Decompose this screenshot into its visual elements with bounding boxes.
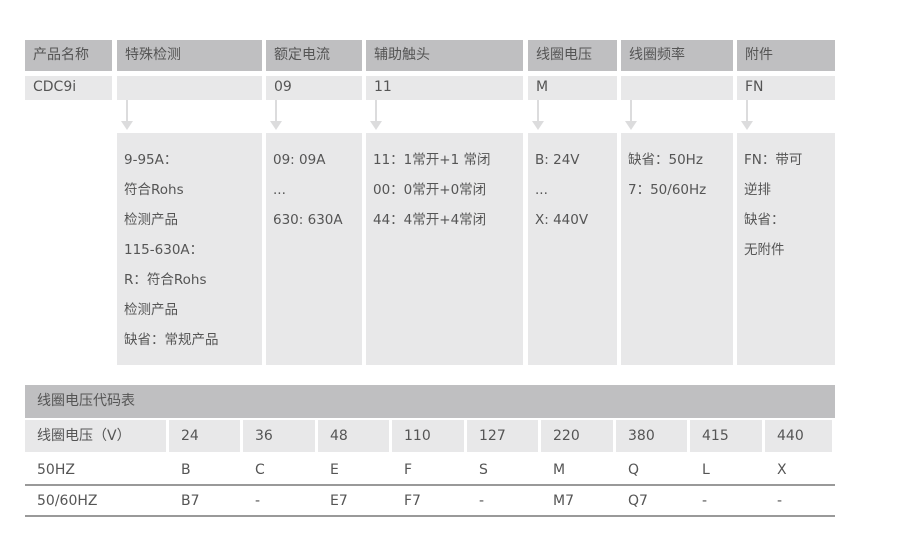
coil-table-header-cell: 220 [541,420,613,452]
column-header: 辅助触头 [366,40,523,71]
arrow-down-icon [370,100,382,130]
coil-table-cell: X [777,462,787,478]
coil-table-cell: S [479,462,488,478]
column-value: 11 [366,76,523,100]
detail-line: R：符合Rohs [124,272,207,288]
arrow-down-icon [270,100,282,130]
detail-line: 09: 09A [273,152,326,168]
detail-line: 检测产品 [124,212,178,228]
arrow-down-icon [121,100,133,130]
row-divider [25,484,835,486]
coil-table-cell: - [255,493,261,509]
coil-table-cell: - [777,493,783,509]
detail-line: 11：1常开+1 常闭 [373,152,491,168]
detail-line: 缺省：50Hz [628,152,703,168]
arrow-down-icon [741,100,753,130]
detail-line: 逆排 [744,182,771,198]
coil-table-cell: 50HZ [37,462,75,478]
coil-table-header-cell: 48 [318,420,389,452]
coil-table-header-cell: 415 [690,420,762,452]
detail-line: 44：4常开+4常闭 [373,212,487,228]
detail-line: 630: 630A [273,212,343,228]
coil-table-cell: Q [628,462,640,478]
coil-table-cell: E [330,462,339,478]
coil-table-cell: M7 [553,493,574,509]
coil-table-header-cell: 380 [616,420,687,452]
column-details: FN：带可逆排缺省： 无附件 [737,133,835,365]
detail-line: 缺省： [744,212,785,228]
coil-table-cell: 50/60HZ [37,493,98,509]
column-value: FN [737,76,835,100]
detail-line: B: 24V [535,152,580,168]
column-header: 附件 [737,40,835,71]
row-divider [25,515,835,517]
column-header: 线圈电压 [528,40,617,71]
column-details: 09: 09A... 630: 630A [266,133,362,365]
column-value [117,76,262,100]
column-details: 缺省：50Hz 7：50/60Hz [621,133,733,365]
detail-line: X: 440V [535,212,589,228]
coil-table-cell: E7 [330,493,348,509]
coil-table-header-cell: 24 [169,420,240,452]
coil-table-cell: L [702,462,710,478]
column-details: 9-95A： 符合Rohs 检测产品 115-630A： R：符合Rohs 检测产品缺省：… [117,133,262,365]
detail-line: ... [535,182,548,198]
coil-table-cell: Q7 [628,493,648,509]
column-details: 11：1常开+1 常闭 00：0常开+0常闭 44：4常开+4常闭 [366,133,523,365]
detail-line: 7：50/60Hz [628,182,707,198]
coil-table-header-cell: 127 [467,420,538,452]
column-header: 特殊检测 [117,40,262,71]
column-value: M [528,76,617,100]
column-header: 线圈频率 [621,40,733,71]
coil-table-cell: B7 [181,493,200,509]
arrow-down-icon [532,100,544,130]
coil-table-header-cell: 线圈电压（V） [25,420,166,452]
column-value: CDC9i [25,76,112,100]
coil-table-cell: M [553,462,566,478]
column-header: 额定电流 [266,40,362,71]
column-value [621,76,733,100]
detail-line: 符合Rohs [124,182,184,198]
detail-line: 115-630A： [124,242,204,258]
coil-table-title: 线圈电压代码表 [25,385,835,418]
coil-table-cell: F [404,462,413,478]
detail-line: 缺省：常规产品 [124,332,219,348]
detail-line: 无附件 [744,242,785,258]
detail-line: 00：0常开+0常闭 [373,182,487,198]
column-details: B: 24V... X: 440V [528,133,617,365]
detail-line: 检测产品 [124,302,178,318]
coil-table-header-cell: 36 [243,420,315,452]
detail-line: 9-95A： [124,152,178,168]
coil-table-cell: B [181,462,191,478]
coil-table-header-cell: 110 [392,420,464,452]
column-value: 09 [266,76,362,100]
coil-table-header-cell: 440 [765,420,832,452]
coil-table-cell: C [255,462,265,478]
coil-table-cell: - [702,493,708,509]
arrow-down-icon [625,100,637,130]
coil-table-cell: F7 [404,493,421,509]
detail-line: FN：带可 [744,152,803,168]
coil-table-cell: - [479,493,485,509]
column-header: 产品名称 [25,40,112,71]
detail-line: ... [273,182,286,198]
